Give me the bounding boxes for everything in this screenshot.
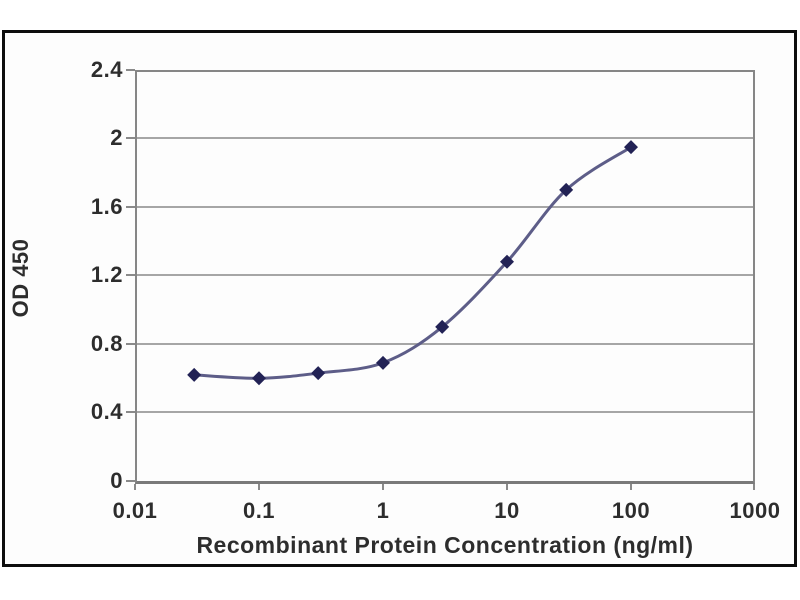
- y-tick-mark: [126, 137, 135, 139]
- x-tick-label: 10: [494, 498, 520, 523]
- gridline-2.0: [137, 137, 753, 139]
- y-tick-label: 0.8: [90, 331, 123, 356]
- x-tick-label: 1000: [729, 498, 781, 523]
- x-tick-label: 0.1: [242, 498, 276, 523]
- x-tick-mark: [630, 484, 632, 490]
- y-tick-label: 1.2: [90, 262, 123, 287]
- y-tick-label: 0.4: [90, 399, 123, 424]
- x-tick-label: 1: [376, 498, 390, 523]
- y-tick-mark: [126, 480, 135, 482]
- gridline-0.4: [137, 411, 753, 413]
- x-tick-mark: [506, 484, 508, 490]
- x-tick-mark: [753, 484, 755, 490]
- x-tick-label: 100: [611, 498, 651, 523]
- x-tick-mark: [382, 484, 384, 490]
- y-tick-mark: [126, 343, 135, 345]
- gridline-0.8: [137, 343, 753, 345]
- y-tick-label: 0: [110, 468, 123, 493]
- y-tick-mark: [126, 69, 135, 71]
- y-tick-label: 2: [110, 125, 123, 150]
- gridline-1.2: [137, 274, 753, 276]
- x-tick-mark: [134, 484, 136, 490]
- y-tick-label: 1.6: [90, 194, 123, 219]
- y-axis-title: OD 450: [8, 238, 33, 318]
- y-tick-mark: [126, 206, 135, 208]
- x-tick-label: 0.01: [112, 498, 158, 523]
- plot-area: [135, 70, 755, 484]
- y-tick-mark: [126, 411, 135, 413]
- gridline-1.6: [137, 206, 753, 208]
- x-axis-title: Recombinant Protein Concentration (ng/ml…: [196, 532, 694, 558]
- x-tick-mark: [258, 484, 260, 490]
- y-tick-mark: [126, 274, 135, 276]
- y-tick-label: 2.4: [90, 57, 123, 82]
